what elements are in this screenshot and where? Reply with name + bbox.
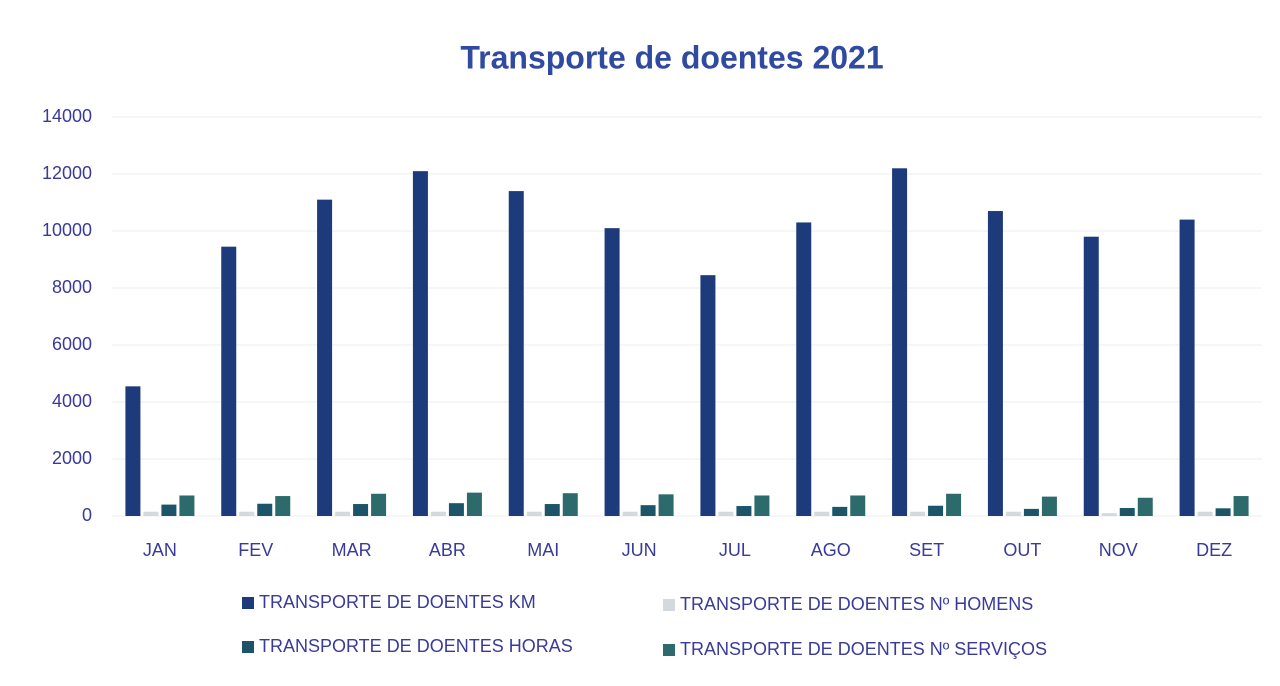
- bar: [1119, 508, 1135, 516]
- y-tick-label: 4000: [52, 391, 92, 411]
- bar: [754, 495, 770, 516]
- y-tick-label: 6000: [52, 334, 92, 354]
- bar: [239, 511, 255, 516]
- bar: [353, 504, 369, 516]
- y-tick-label: 0: [82, 505, 92, 525]
- bar: [161, 504, 177, 516]
- bar: [658, 494, 674, 516]
- x-tick-label: JAN: [143, 540, 177, 560]
- bar: [910, 511, 926, 516]
- bar: [1005, 511, 1021, 516]
- x-tick-label: MAI: [527, 540, 559, 560]
- bar: [640, 505, 656, 516]
- bar: [1197, 511, 1213, 516]
- chart-title: Transporte de doentes 2021: [460, 39, 883, 75]
- bar: [335, 511, 351, 516]
- legend-label: TRANSPORTE DE DOENTES HORAS: [259, 636, 573, 656]
- bar: [143, 511, 159, 516]
- bar: [508, 191, 524, 516]
- x-tick-label: AGO: [811, 540, 851, 560]
- bar: [604, 228, 620, 516]
- bar: [622, 511, 638, 516]
- legend-swatch: [242, 641, 254, 653]
- bar: [466, 492, 482, 516]
- bar: [257, 503, 273, 516]
- bar: [928, 505, 944, 516]
- bar: [430, 511, 446, 516]
- bar: [544, 504, 560, 516]
- bar: [1137, 497, 1153, 516]
- legend-swatch: [242, 597, 254, 609]
- bar: [275, 496, 291, 516]
- bar: [317, 199, 333, 516]
- legend-swatch: [663, 644, 675, 656]
- x-tick-label: FEV: [238, 540, 273, 560]
- bar: [1083, 236, 1099, 516]
- bar: [850, 495, 866, 516]
- bar: [1023, 508, 1039, 516]
- x-tick-label: ABR: [429, 540, 466, 560]
- y-tick-label: 14000: [42, 106, 92, 126]
- x-tick-label: OUT: [1003, 540, 1041, 560]
- bar: [221, 246, 237, 517]
- x-tick-label: NOV: [1099, 540, 1138, 560]
- bar: [125, 386, 141, 516]
- y-tick-label: 10000: [42, 220, 92, 240]
- bar: [946, 493, 962, 516]
- bar: [892, 168, 908, 517]
- y-tick-label: 12000: [42, 163, 92, 183]
- bar: [179, 495, 195, 516]
- bar: [718, 511, 734, 516]
- y-tick-label: 2000: [52, 448, 92, 468]
- legend-label: TRANSPORTE DE DOENTES KM: [259, 592, 536, 612]
- x-tick-label: SET: [909, 540, 944, 560]
- bar: [412, 171, 428, 516]
- bar: [1233, 496, 1249, 516]
- legend-label: TRANSPORTE DE DOENTES Nº HOMENS: [680, 594, 1033, 614]
- x-tick-label: JUN: [622, 540, 657, 560]
- bar: [448, 503, 464, 516]
- bar: [814, 511, 830, 516]
- x-tick-label: MAR: [332, 540, 372, 560]
- bar: [736, 506, 752, 516]
- bar: [1215, 508, 1231, 516]
- legend-label: TRANSPORTE DE DOENTES Nº SERVIÇOS: [680, 639, 1047, 659]
- bar: [562, 493, 578, 516]
- bar: [1179, 219, 1195, 516]
- bar: [700, 275, 716, 516]
- bar: [1101, 513, 1117, 516]
- bar: [796, 222, 812, 516]
- bar: [987, 211, 1003, 517]
- x-tick-label: JUL: [719, 540, 751, 560]
- legend-swatch: [663, 599, 675, 611]
- x-tick-label: DEZ: [1196, 540, 1232, 560]
- bar: [526, 511, 542, 516]
- bar: [1041, 496, 1057, 516]
- bar: [832, 506, 848, 516]
- y-tick-label: 8000: [52, 277, 92, 297]
- bar: [371, 493, 387, 516]
